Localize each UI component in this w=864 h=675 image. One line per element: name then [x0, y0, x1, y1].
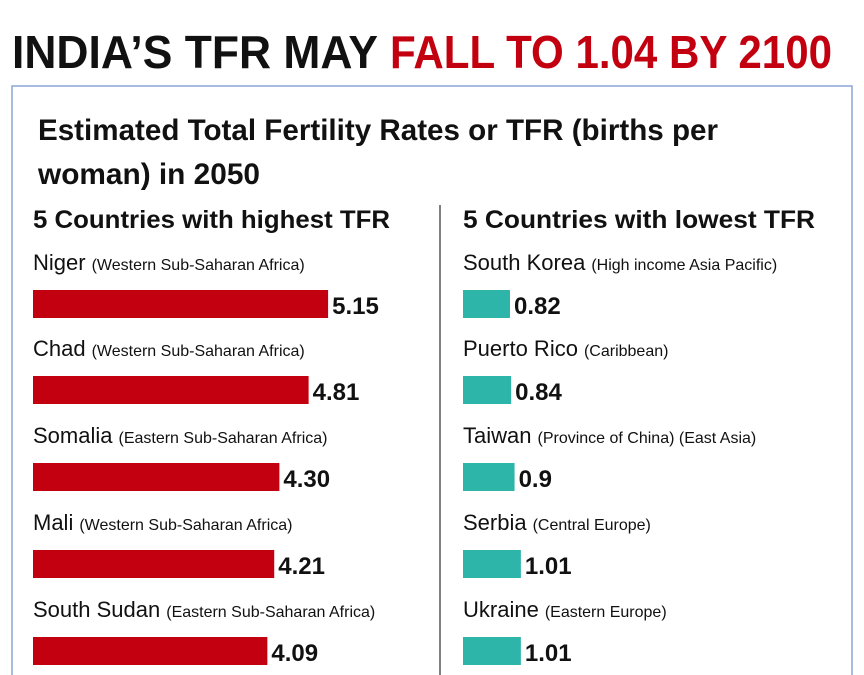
value-label: 4.09 — [271, 640, 318, 667]
value-label: 4.30 — [283, 466, 330, 493]
country-region: (Western Sub-Saharan Africa) — [92, 257, 305, 274]
country-name: Chad — [33, 336, 86, 361]
value-label: 4.21 — [278, 553, 325, 580]
country-name: Niger — [33, 250, 86, 275]
country-label: Somalia (Eastern Sub-Saharan Africa) — [33, 423, 327, 448]
headline-part: FALL TO 1.04 BY 2100 — [390, 26, 832, 78]
country-name: Taiwan — [463, 423, 531, 448]
country-region: (Caribbean) — [584, 343, 668, 360]
bar — [463, 637, 521, 665]
subtitle-line: Estimated Total Fertility Rates or TFR (… — [38, 114, 718, 147]
country-label: Niger (Western Sub-Saharan Africa) — [33, 250, 305, 275]
country-label: Taiwan (Province of China) (East Asia) — [463, 423, 756, 448]
headline-part: INDIA’S TFR MAY — [12, 26, 378, 78]
country-region: (Central Europe) — [533, 517, 651, 534]
country-name: South Korea — [463, 250, 586, 275]
country-name: Serbia — [463, 510, 527, 535]
country-name: Ukraine — [463, 597, 539, 622]
country-region: (Province of China) (East Asia) — [537, 430, 756, 447]
country-label: Chad (Western Sub-Saharan Africa) — [33, 336, 305, 361]
country-label: Ukraine (Eastern Europe) — [463, 597, 667, 622]
subtitle-line: woman) in 2050 — [37, 158, 260, 191]
value-label: 0.9 — [519, 466, 552, 493]
country-region: (Western Sub-Saharan Africa) — [92, 343, 305, 360]
bar — [33, 550, 275, 578]
bar — [33, 376, 309, 404]
value-label: 1.01 — [525, 640, 572, 667]
value-label: 0.82 — [514, 293, 561, 320]
bar — [33, 290, 329, 318]
country-label: South Sudan (Eastern Sub-Saharan Africa) — [33, 597, 375, 622]
bar — [33, 463, 280, 491]
country-name: South Sudan — [33, 597, 160, 622]
country-label: Mali (Western Sub-Saharan Africa) — [33, 510, 292, 535]
country-label: South Korea (High income Asia Pacific) — [463, 250, 777, 275]
country-region: (Eastern Europe) — [545, 604, 667, 621]
chart-title: 5 Countries with lowest TFR — [463, 206, 815, 234]
value-label: 1.01 — [525, 553, 572, 580]
country-name: Puerto Rico — [463, 336, 578, 361]
bar — [463, 290, 510, 318]
bar — [463, 463, 515, 491]
chart-title: 5 Countries with highest TFR — [33, 206, 390, 234]
bar — [33, 637, 268, 665]
value-label: 0.84 — [515, 379, 562, 406]
bar — [463, 376, 512, 404]
frame — [11, 85, 853, 675]
country-region: (Eastern Sub-Saharan Africa) — [118, 430, 327, 447]
value-label: 5.15 — [332, 293, 379, 320]
country-region: (High income Asia Pacific) — [591, 257, 777, 274]
country-label: Puerto Rico (Caribbean) — [463, 336, 668, 361]
country-region: (Eastern Sub-Saharan Africa) — [166, 604, 375, 621]
country-region: (Western Sub-Saharan Africa) — [79, 517, 292, 534]
country-label: Serbia (Central Europe) — [463, 510, 651, 535]
country-name: Mali — [33, 510, 73, 535]
country-name: Somalia — [33, 423, 113, 448]
value-label: 4.81 — [313, 379, 360, 406]
bar — [463, 550, 521, 578]
